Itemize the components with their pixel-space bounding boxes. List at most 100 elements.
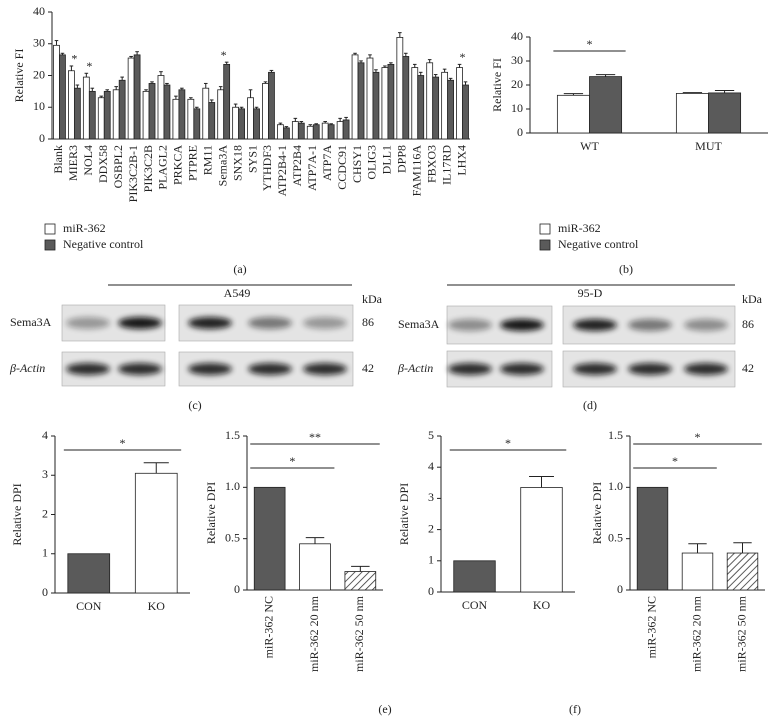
bar (336, 121, 344, 140)
weight-label: 86 (742, 317, 754, 331)
bar (53, 44, 60, 140)
bar (675, 93, 709, 134)
bar (68, 70, 75, 140)
x-tick-label: FAM116A (410, 145, 424, 197)
y-tick-label: 4 (42, 428, 48, 442)
panel-label: (e) (378, 702, 391, 716)
bar (299, 543, 331, 591)
y-tick-label: 0 (42, 585, 48, 599)
blot-band (684, 319, 728, 331)
x-tick-label: miR-362 NC (261, 596, 275, 658)
bar (396, 37, 404, 140)
y-axis-label: Relative FI (12, 49, 26, 103)
y-axis-label: Relative DPI (397, 483, 411, 545)
bar (232, 106, 240, 140)
significance: * (672, 454, 678, 468)
significance: ** (309, 430, 321, 444)
x-tick-label: PLAGL2 (156, 145, 170, 190)
x-tick-label: PIK3C2B-1 (126, 145, 140, 202)
significance: * (460, 50, 466, 64)
bar (134, 472, 178, 594)
blot-band (628, 363, 672, 375)
x-tick-label: DDX58 (96, 145, 110, 183)
x-tick-label: DPP8 (395, 145, 409, 173)
panel-label: (a) (233, 262, 246, 276)
bar (402, 56, 410, 140)
y-axis-label: Relative FI (490, 58, 504, 112)
bar (247, 97, 254, 140)
bar (202, 87, 210, 140)
bar (357, 62, 365, 140)
y-tick-label: 5 (428, 428, 434, 442)
bar (462, 84, 469, 140)
y-tick-label: 40 (511, 29, 523, 43)
bar (103, 90, 111, 140)
significance: * (695, 430, 701, 444)
y-tick-label: 20 (33, 67, 45, 81)
x-tick-label: ATP2B4 (290, 145, 304, 186)
x-tick-label: OLIG3 (365, 145, 379, 180)
y-tick-label: 30 (33, 36, 45, 50)
bar (447, 79, 454, 140)
blot-band (500, 363, 544, 375)
x-tick-label: Sema3A (215, 145, 229, 187)
blot-band (248, 363, 292, 375)
y-tick-label: 0.5 (608, 530, 623, 544)
x-tick-label: CHSY1 (350, 145, 364, 183)
bar (133, 54, 141, 140)
blot-band (500, 319, 544, 331)
blot-band (573, 363, 617, 375)
bar (223, 63, 231, 140)
bar (306, 125, 314, 140)
protein-label: Sema3A (398, 317, 440, 331)
legend-label: Negative control (558, 237, 639, 251)
y-axis-label: Relative DPI (10, 483, 24, 545)
bar (163, 84, 171, 140)
bar (268, 71, 275, 140)
bar (59, 54, 66, 140)
legend-swatch (44, 239, 56, 251)
blot-band (118, 317, 162, 329)
blot-band (573, 319, 617, 331)
x-tick-label: FBXO3 (424, 145, 438, 183)
y-tick-label: 1.5 (225, 428, 240, 442)
weight-label: 42 (742, 361, 754, 375)
y-tick-label: 1.5 (608, 428, 623, 442)
y-tick-label: 0 (39, 131, 45, 145)
bar (118, 79, 126, 140)
x-tick-label: PTPRE (186, 145, 200, 181)
x-tick-label: YTHDF3 (260, 145, 274, 191)
bar (312, 124, 320, 140)
x-tick-label: WT (580, 139, 599, 153)
bar (351, 54, 359, 140)
bar (193, 108, 201, 140)
x-tick-label: CON (462, 598, 488, 612)
bar (127, 57, 135, 140)
significance: * (505, 436, 511, 450)
blot-band (66, 363, 110, 375)
legend-label: miR-362 (63, 221, 106, 235)
panel-label: (c) (188, 398, 201, 412)
bar (456, 67, 463, 140)
weight-label: 42 (362, 361, 374, 375)
bar (417, 75, 425, 140)
bar (327, 124, 335, 140)
bar (681, 552, 714, 591)
bar (291, 121, 299, 140)
blot-band (118, 363, 162, 375)
x-tick-label: MIER3 (66, 145, 80, 181)
legend-swatch (44, 223, 56, 235)
cell-line: A549 (224, 286, 251, 300)
panel-label: (b) (619, 262, 633, 276)
blot-band (188, 363, 232, 375)
protein-label: Sema3A (10, 315, 52, 329)
blot-band (448, 363, 492, 375)
bar (726, 552, 759, 591)
panel-label: (f) (569, 702, 581, 716)
bar (73, 87, 81, 140)
x-tick-label: ATP7A (320, 145, 334, 181)
y-tick-label: 0.5 (225, 530, 240, 544)
bar (262, 83, 269, 140)
bar (97, 97, 105, 140)
